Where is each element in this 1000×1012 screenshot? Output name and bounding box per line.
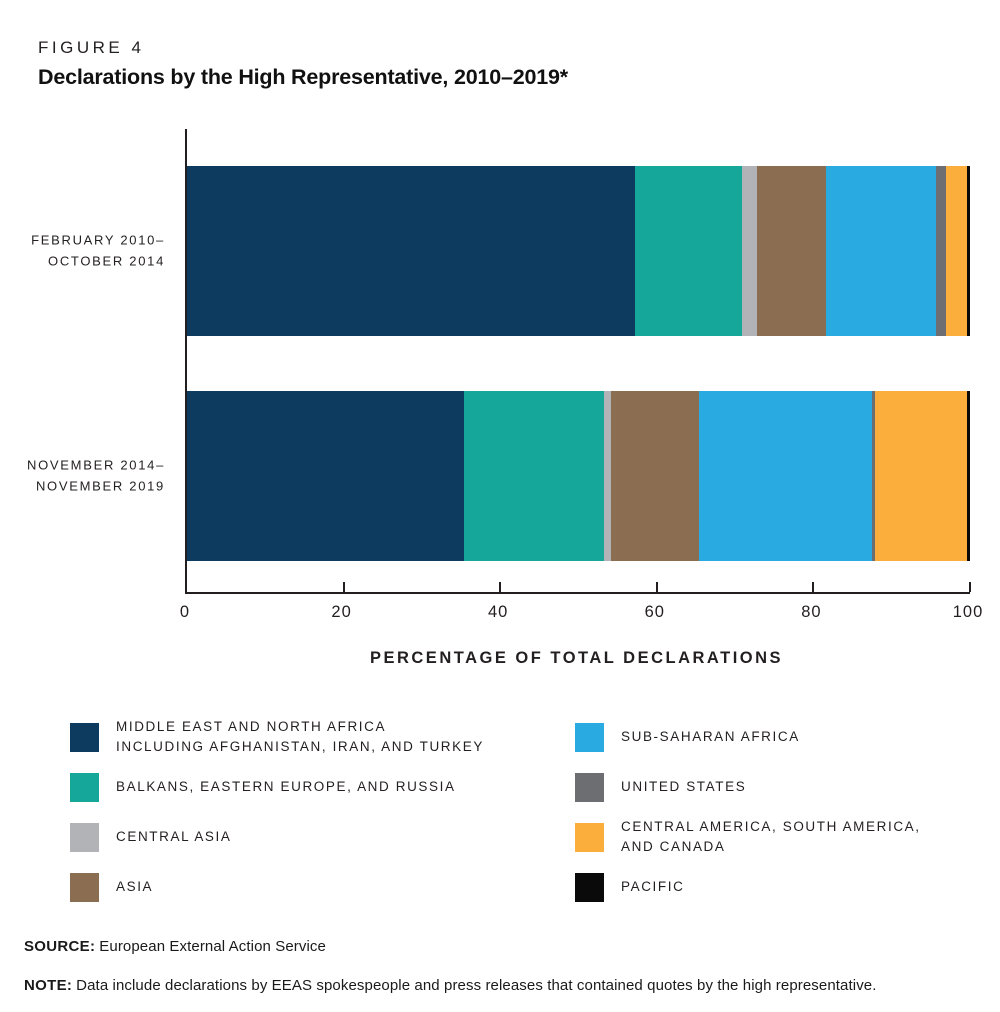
legend-swatch <box>575 872 604 902</box>
figure-number-label: FIGURE 4 <box>38 38 145 57</box>
legend-label-line: BALKANS, EASTERN EUROPE, AND RUSSIA <box>116 778 456 794</box>
x-axis-tick-mark <box>969 582 971 592</box>
category-label-line: FEBRUARY 2010– <box>31 232 165 248</box>
legend-label-line: MIDDLE EAST AND NORTH AFRICA <box>116 718 387 734</box>
category-label-line: NOVEMBER 2014– <box>27 457 165 473</box>
category-label-line: NOVEMBER 2019 <box>35 479 165 494</box>
source-text: European External Action Service <box>99 938 326 955</box>
note-label: NOTE: <box>24 977 73 994</box>
legend-label-line: CENTRAL ASIA <box>116 828 232 844</box>
bar-segment <box>464 391 604 561</box>
category-label: FEBRUARY 2010– OCTOBER 2014 <box>0 230 165 273</box>
legend-label-line: INCLUDING AFGHANISTAN, IRAN, AND TURKEY <box>116 739 484 754</box>
bar-segment <box>872 391 876 561</box>
bar-segment <box>945 166 967 336</box>
legend-item: PACIFIC <box>575 862 935 912</box>
x-axis-tick-label: 100 <box>952 603 984 621</box>
bar-row <box>187 391 970 561</box>
x-axis-tick-mark <box>342 582 345 592</box>
legend-item: CENTRAL ASIA <box>70 812 575 862</box>
bar-segment <box>611 391 700 561</box>
bar-segment <box>757 166 826 336</box>
x-axis-tick-label: 0 <box>179 603 191 621</box>
bar-segment <box>634 166 743 336</box>
x-axis-tick-label: 60 <box>644 603 665 621</box>
bar-segment <box>966 166 970 336</box>
legend-swatch <box>575 722 604 752</box>
legend-label: ASIA <box>116 877 153 897</box>
figure-footer: SOURCE: European External Action Service … <box>24 938 1000 994</box>
x-axis-tick-labels: 0 20 40 60 80 100 <box>180 603 982 629</box>
x-axis-tick-label: 20 <box>331 603 352 621</box>
x-axis-tick-label: 40 <box>488 603 509 621</box>
legend-label-line: ASIA <box>116 878 154 894</box>
x-axis-title: PERCENTAGE OF TOTAL DECLARATIONS <box>369 649 784 667</box>
bar-segment <box>187 166 635 336</box>
legend-label: PACIFIC <box>621 877 684 897</box>
chart-title: Declarations by the High Representative,… <box>38 65 568 89</box>
bar-segment <box>699 391 873 561</box>
bar-segment <box>742 166 758 336</box>
legend-swatch <box>70 772 99 802</box>
legend-column: SUB-SAHARAN AFRICA UNITED STATES CENTRAL A… <box>575 712 935 912</box>
legend-swatch <box>575 822 604 852</box>
legend-column: MIDDLE EAST AND NORTH AFRICA INCLUDING AF… <box>70 712 575 912</box>
legend-label: SUB-SAHARAN AFRICA <box>621 727 800 747</box>
category-label: NOVEMBER 2014– NOVEMBER 2019 <box>0 455 165 498</box>
plot-area: FEBRUARY 2010– OCTOBER 2014 NOVEMBER 2014–… <box>27 129 971 594</box>
legend-label: BALKANS, EASTERN EUROPE, AND RUSSIA <box>116 777 456 797</box>
x-axis-tick-label: 80 <box>801 603 822 621</box>
legend-label: MIDDLE EAST AND NORTH AFRICA INCLUDING AF… <box>116 717 484 758</box>
legend-label: UNITED STATES <box>621 777 746 797</box>
legend-swatch <box>70 872 99 902</box>
note-text: Data include declarations by EEAS spokes… <box>76 977 877 994</box>
x-axis-tick-mark <box>499 582 502 592</box>
legend-item: CENTRAL AMERICA, SOUTH AMERICA, AND CANAD… <box>575 812 935 862</box>
legend-swatch <box>70 822 99 852</box>
figure-header: FIGURE 4 Declarations by the High Repres… <box>38 38 1000 90</box>
bar-row <box>187 166 970 336</box>
legend-swatch <box>575 772 604 802</box>
legend-label-line: AND CANADA <box>621 839 726 854</box>
bar-segment <box>603 391 612 561</box>
stacked-bar-chart: FEBRUARY 2010– OCTOBER 2014 NOVEMBER 2014–… <box>0 129 1000 668</box>
note-line: NOTE: Data include declarations by EEAS s… <box>24 977 1000 994</box>
legend-label-line: CENTRAL AMERICA, SOUTH AMERICA, <box>621 818 921 834</box>
legend-label-line: PACIFIC <box>621 878 685 894</box>
bar-segment <box>935 166 946 336</box>
legend-item: SUB-SAHARAN AFRICA <box>575 712 935 762</box>
bar-segment <box>825 166 936 336</box>
legend-item: UNITED STATES <box>575 762 935 812</box>
legend-swatch <box>70 722 99 752</box>
bar-segment <box>966 391 970 561</box>
chart-legend: MIDDLE EAST AND NORTH AFRICA INCLUDING AF… <box>70 712 1000 912</box>
source-line: SOURCE: European External Action Service <box>24 938 1000 955</box>
source-label: SOURCE: <box>24 938 96 955</box>
x-axis-tick-mark <box>812 582 815 592</box>
legend-label-line: SUB-SAHARAN AFRICA <box>621 728 800 744</box>
x-axis-tick-mark <box>655 582 658 592</box>
bar-segment <box>187 391 465 561</box>
bar-segment <box>875 391 967 561</box>
legend-label: CENTRAL ASIA <box>116 827 231 847</box>
legend-item: ASIA <box>70 862 575 912</box>
category-label-line: OCTOBER 2014 <box>48 254 165 269</box>
legend-label: CENTRAL AMERICA, SOUTH AMERICA, AND CANAD… <box>621 817 921 858</box>
legend-label-line: UNITED STATES <box>621 778 747 794</box>
legend-item: MIDDLE EAST AND NORTH AFRICA INCLUDING AF… <box>70 712 575 762</box>
legend-item: BALKANS, EASTERN EUROPE, AND RUSSIA <box>70 762 575 812</box>
